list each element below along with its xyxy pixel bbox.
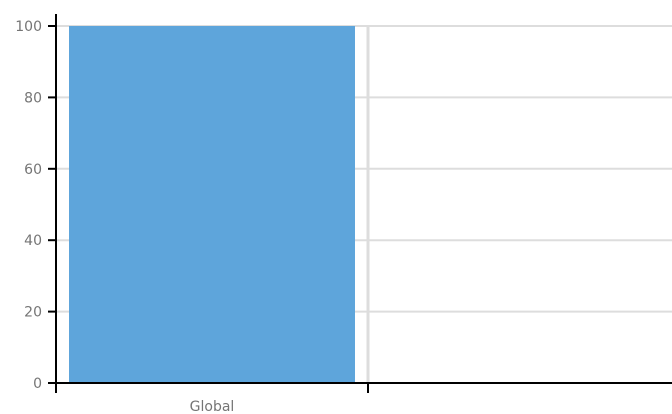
- y-tick-label-100: 100: [15, 19, 42, 35]
- axes: [48, 14, 672, 393]
- x-tick-labels: Global: [190, 399, 235, 414]
- x-category-label-global: Global: [190, 399, 235, 414]
- y-tick-label-80: 80: [24, 90, 42, 106]
- y-tick-label-0: 0: [33, 376, 42, 392]
- bars: [69, 26, 355, 383]
- y-tick-label-40: 40: [24, 233, 42, 249]
- bar-global[interactable]: [69, 26, 355, 383]
- y-tick-labels: 0 20 40 60 80 100: [15, 19, 42, 392]
- y-tick-label-20: 20: [24, 305, 42, 321]
- y-tick-label-60: 60: [24, 162, 42, 178]
